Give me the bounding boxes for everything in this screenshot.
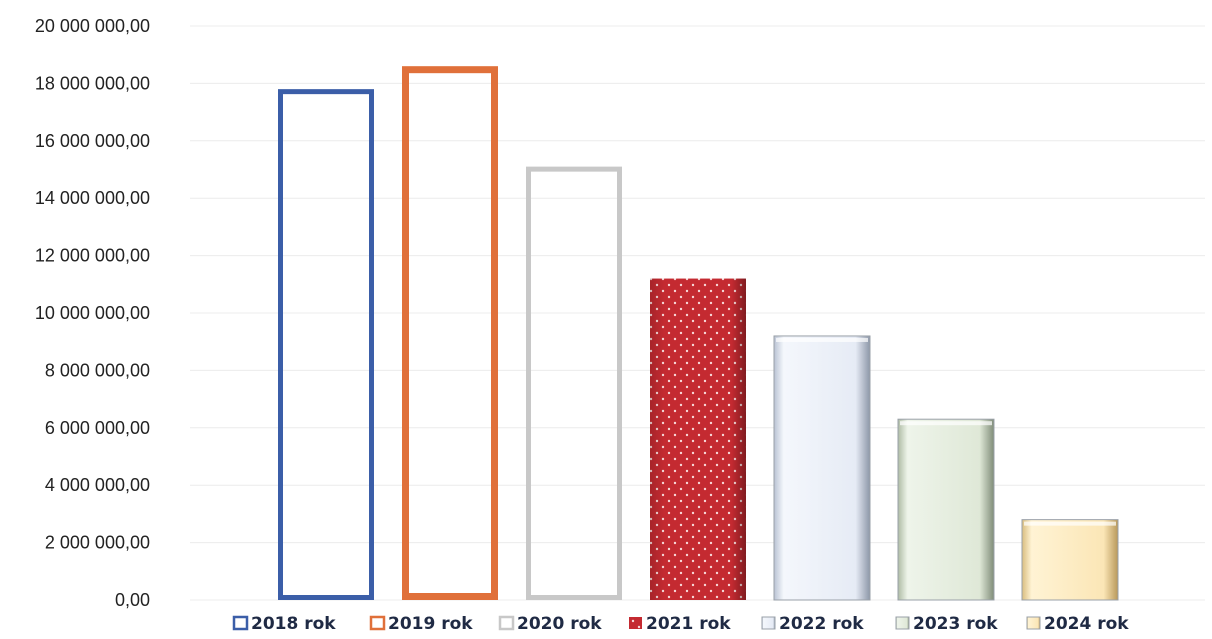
bar-highlight — [1024, 521, 1116, 526]
legend-swatch — [232, 615, 249, 631]
y-axis-tick-labels: 0,00 2 000 000,00 4 000 000,00 6 000 000,00… — [35, 16, 150, 610]
bar — [526, 166, 622, 600]
legend-swatch — [761, 616, 776, 630]
y-tick-label: 20 000 000,00 — [35, 16, 150, 36]
y-tick-label: 14 000 000,00 — [35, 188, 150, 208]
y-tick-label: 16 000 000,00 — [35, 131, 150, 151]
bar — [278, 89, 374, 600]
legend-item: 2021 rok — [629, 614, 731, 634]
legend-swatch — [498, 615, 515, 631]
legend-label: 2023 rok — [913, 614, 998, 634]
legend-label: 2019 rok — [388, 614, 473, 634]
legend-item: 2023 rok — [895, 614, 998, 634]
legend-item: 2020 rok — [498, 614, 602, 634]
legend-label: 2021 rok — [646, 614, 731, 634]
legend-item: 2024 rok — [1026, 614, 1129, 634]
bar — [897, 418, 995, 601]
y-tick-label: 18 000 000,00 — [35, 73, 150, 93]
legend-item: 2019 rok — [369, 614, 473, 634]
legend-item: 2018 rok — [232, 614, 336, 634]
legend-label: 2018 rok — [251, 614, 336, 634]
legend: 2018 rok 2019 rok 2020 rok 2021 rok 2022 rok… — [232, 614, 1129, 634]
bar-shade — [650, 278, 746, 600]
bar-highlight — [900, 421, 992, 426]
bar-highlight — [776, 337, 868, 342]
y-tick-label: 6 000 000,00 — [45, 418, 150, 438]
bar — [402, 66, 498, 601]
legend-swatch — [629, 617, 642, 629]
legend-label: 2024 rok — [1044, 614, 1129, 634]
legend-swatch — [895, 616, 910, 630]
bars — [278, 66, 1119, 601]
y-tick-label: 4 000 000,00 — [45, 475, 150, 495]
y-tick-label: 12 000 000,00 — [35, 246, 150, 266]
legend-label: 2022 rok — [779, 614, 864, 634]
legend-swatch — [1026, 616, 1041, 630]
y-tick-label: 2 000 000,00 — [45, 533, 150, 553]
y-tick-label: 0,00 — [115, 590, 150, 610]
bar — [1021, 519, 1119, 601]
y-tick-label: 8 000 000,00 — [45, 360, 150, 380]
bar — [773, 335, 871, 601]
y-tick-label: 10 000 000,00 — [35, 303, 150, 323]
legend-label: 2020 rok — [517, 614, 602, 634]
legend-swatch — [369, 615, 386, 631]
legend-item: 2022 rok — [761, 614, 864, 634]
